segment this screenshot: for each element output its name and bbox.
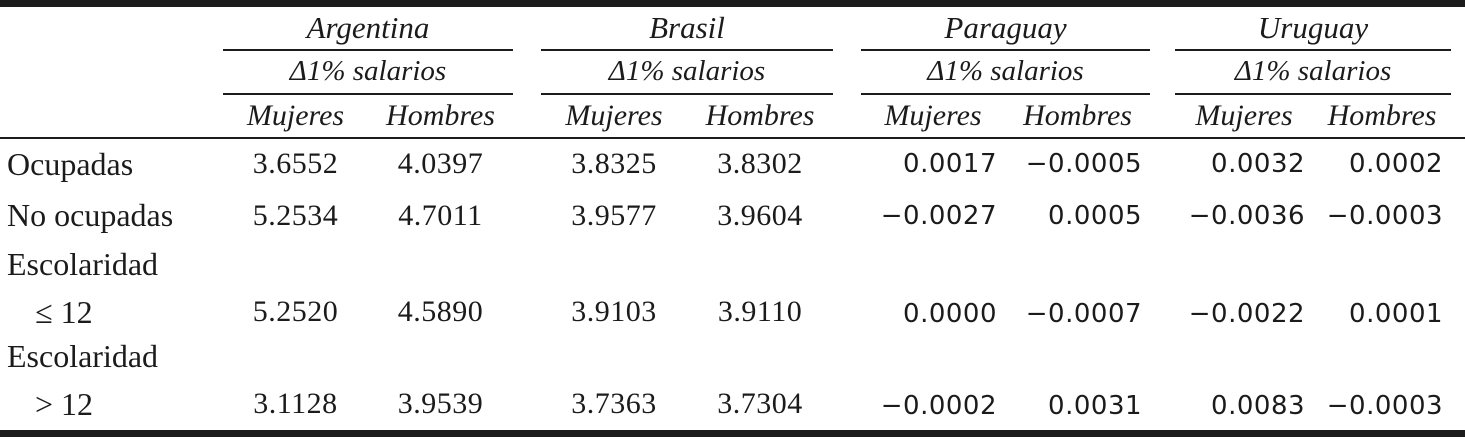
value-cell: 3.7363 bbox=[571, 387, 657, 420]
value-cell: 4.0397 bbox=[397, 147, 484, 180]
col-header-mujeres: Mujeres bbox=[223, 93, 368, 139]
value-cell: 3.1128 bbox=[253, 387, 338, 420]
table-row-escolaridad-gt-12: Escolaridad > 12 3.1128 3.9539 3.7363 3.… bbox=[0, 338, 1465, 434]
table-row-ocupadas: Ocupadas 3.6552 4.0397 3.8325 3.8302 0.0… bbox=[0, 138, 1465, 190]
group-gap bbox=[833, 138, 861, 190]
value-cell: 4.5890 bbox=[397, 294, 484, 328]
subheader-row: Δ1% salarios Δ1% salarios Δ1% salarios Δ… bbox=[0, 49, 1465, 95]
row-label-line2: > 12 bbox=[35, 386, 94, 422]
group-gap bbox=[833, 4, 861, 50]
group-gap bbox=[513, 4, 541, 50]
subheader-uruguay: Δ1% salarios bbox=[1175, 49, 1452, 95]
value-cell: −0.0003 bbox=[1326, 200, 1444, 231]
value-cell: 0.0017 bbox=[903, 149, 998, 179]
group-gap bbox=[513, 190, 541, 242]
row-label: Escolaridad > 12 bbox=[0, 338, 223, 434]
col-header-hombres: Hombres bbox=[687, 93, 834, 139]
value-cell: 4.7011 bbox=[398, 198, 483, 232]
value-cell: −0.0036 bbox=[1188, 200, 1306, 231]
group-gap bbox=[833, 50, 861, 94]
group-gap bbox=[513, 338, 541, 434]
row-label-line2: ≤ 12 bbox=[35, 293, 93, 330]
value-cell: −0.0003 bbox=[1326, 391, 1444, 421]
row-label-line1: Escolaridad bbox=[7, 245, 159, 282]
value-cell: −0.0005 bbox=[1025, 149, 1143, 179]
value-cell: 0.0005 bbox=[1048, 200, 1143, 231]
group-gap bbox=[1150, 190, 1175, 242]
group-gap bbox=[1150, 338, 1175, 434]
group-gap bbox=[833, 93, 862, 139]
group-gap bbox=[513, 242, 541, 338]
corner-blank bbox=[0, 50, 223, 94]
group-gap bbox=[1150, 138, 1175, 190]
edge-blank bbox=[1451, 93, 1465, 139]
edge-blank bbox=[1451, 338, 1465, 434]
value-cell: 3.7304 bbox=[717, 387, 803, 420]
group-gap bbox=[833, 338, 861, 434]
edge-blank bbox=[1451, 138, 1465, 190]
table-row-escolaridad-le-12: Escolaridad ≤ 12 5.2520 4.5890 3.9103 3.… bbox=[0, 242, 1465, 338]
value-cell: 0.0083 bbox=[1211, 391, 1306, 421]
edge-blank bbox=[1451, 190, 1465, 242]
col-header-mujeres: Mujeres bbox=[861, 93, 1006, 139]
group-gap bbox=[513, 93, 541, 139]
col-header-hombres: Hombres bbox=[368, 93, 513, 139]
group-gap bbox=[1150, 242, 1175, 338]
value-cell: 5.2534 bbox=[252, 198, 339, 232]
value-cell: 5.2520 bbox=[252, 294, 339, 328]
country-header-row: Argentina Brasil Paraguay Uruguay bbox=[0, 3, 1465, 51]
row-label: Escolaridad ≤ 12 bbox=[0, 242, 223, 338]
value-cell: 3.9604 bbox=[717, 198, 803, 232]
value-cell: 3.9577 bbox=[571, 198, 657, 232]
value-cell: −0.0002 bbox=[880, 391, 998, 421]
value-cell: −0.0022 bbox=[1188, 298, 1306, 329]
edge-blank bbox=[1451, 4, 1465, 50]
subheader-brasil: Δ1% salarios bbox=[541, 49, 834, 95]
table-row-no-ocupadas: No ocupadas 5.2534 4.7011 3.9577 3.9604 … bbox=[0, 190, 1465, 242]
corner-blank bbox=[0, 93, 223, 139]
value-cell: 3.9110 bbox=[717, 294, 803, 328]
col-header-hombres: Hombres bbox=[1313, 93, 1452, 139]
group-gap bbox=[1150, 50, 1175, 94]
value-cell: 3.9539 bbox=[397, 387, 484, 420]
value-cell: −0.0027 bbox=[880, 200, 998, 231]
sex-header-row: Mujeres Hombres Mujeres Hombres Mujeres … bbox=[0, 93, 1465, 139]
country-header-brasil: Brasil bbox=[541, 3, 834, 51]
country-header-paraguay: Paraguay bbox=[861, 3, 1151, 51]
group-gap bbox=[513, 138, 541, 190]
row-label-line1: Escolaridad bbox=[7, 338, 159, 374]
group-gap bbox=[833, 242, 861, 338]
subheader-paraguay: Δ1% salarios bbox=[861, 49, 1151, 95]
edge-blank bbox=[1451, 242, 1465, 338]
country-header-argentina: Argentina bbox=[223, 3, 513, 51]
value-cell: 3.9103 bbox=[571, 294, 657, 328]
value-cell: 3.8302 bbox=[717, 147, 803, 180]
edge-blank bbox=[1451, 50, 1465, 94]
value-cell: 3.6552 bbox=[252, 147, 339, 180]
value-cell: 3.8325 bbox=[571, 147, 657, 180]
col-header-hombres: Hombres bbox=[1005, 93, 1151, 139]
value-cell: 0.0000 bbox=[903, 298, 998, 329]
value-cell: −0.0007 bbox=[1025, 298, 1143, 329]
value-cell: 0.0032 bbox=[1211, 149, 1306, 179]
value-cell: 0.0001 bbox=[1349, 298, 1444, 329]
value-cell: 0.0002 bbox=[1349, 149, 1444, 179]
group-gap bbox=[1150, 4, 1175, 50]
corner-blank bbox=[0, 4, 223, 50]
row-label: Ocupadas bbox=[7, 145, 134, 182]
subheader-argentina: Δ1% salarios bbox=[223, 49, 513, 95]
group-gap bbox=[1150, 93, 1176, 139]
country-header-uruguay: Uruguay bbox=[1175, 3, 1452, 51]
row-label: No ocupadas bbox=[7, 197, 174, 233]
group-gap bbox=[513, 50, 541, 94]
col-header-mujeres: Mujeres bbox=[541, 93, 687, 139]
group-gap bbox=[833, 190, 861, 242]
value-cell: 0.0031 bbox=[1048, 391, 1143, 421]
col-header-mujeres: Mujeres bbox=[1175, 93, 1314, 139]
